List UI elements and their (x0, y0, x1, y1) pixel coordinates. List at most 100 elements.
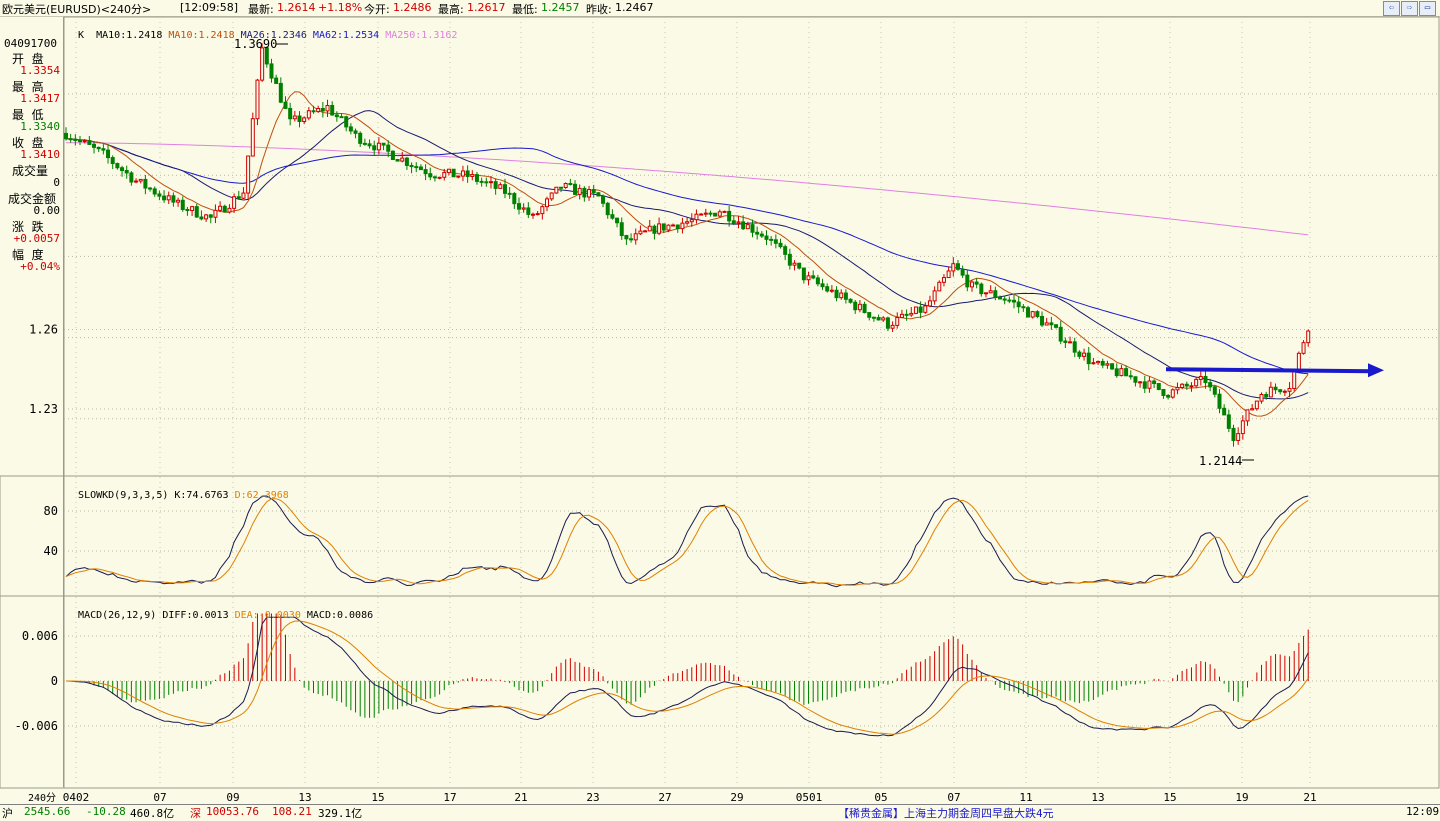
candle-body (825, 286, 830, 292)
candle-body (820, 283, 825, 288)
candle-body (157, 193, 162, 197)
candle-body (297, 115, 302, 122)
candle-body (638, 230, 643, 235)
candle-body (381, 142, 386, 146)
kd-tick-label: 80 (44, 504, 58, 518)
x-tick-label: 29 (730, 791, 743, 804)
candle-body (895, 317, 900, 326)
candle-body (325, 104, 330, 112)
candle-body (1086, 352, 1091, 365)
close-label: 收 盘 (12, 136, 44, 150)
candle-body (680, 222, 685, 230)
candle-body (358, 132, 363, 144)
candle-body (1082, 352, 1087, 357)
arrow-right-icon[interactable]: ⇨ (1401, 1, 1418, 16)
candle-body (260, 47, 265, 81)
restore-window-icon[interactable]: ▭ (1419, 1, 1436, 16)
candle-body (881, 317, 886, 321)
candle-body (1077, 351, 1082, 357)
x-tick-label: 21 (1303, 791, 1316, 804)
macd-name: MACD(26,12,9) (78, 610, 157, 621)
candle-body (1026, 307, 1031, 318)
candle-body (573, 183, 578, 195)
candle-body (1142, 381, 1147, 389)
candle-body (386, 144, 391, 152)
candle-body (162, 195, 167, 201)
candle-body (545, 198, 550, 208)
candle-body (969, 281, 974, 288)
candle-body (1208, 382, 1213, 388)
candle-body (488, 181, 493, 184)
x-tick-label: 27 (658, 791, 671, 804)
candle-body (92, 143, 97, 148)
candle-body (1189, 385, 1194, 388)
legend-ma26: MA26:1.2346 (240, 30, 307, 41)
change-value: +0.0057 (13, 232, 60, 245)
candle-body (176, 199, 181, 203)
candle-body (591, 189, 596, 194)
candle-body (685, 221, 690, 224)
candle-body (432, 176, 437, 179)
candle-body (78, 140, 83, 143)
x-tick-label: 07 (947, 791, 960, 804)
candle-body (643, 230, 648, 233)
candle-body (773, 239, 778, 244)
sh-label: 沪 (2, 807, 13, 820)
candle-body (755, 231, 760, 235)
candle-body (605, 202, 610, 216)
candle-body (1250, 408, 1255, 411)
candle-body (1110, 363, 1115, 370)
candle-body (82, 140, 87, 143)
candle-body (815, 277, 820, 285)
candle-body (629, 238, 634, 241)
candle-body (264, 47, 269, 65)
candle-body (675, 224, 680, 230)
candle-body (960, 268, 965, 276)
x-tick-label: 15 (371, 791, 384, 804)
candle-body (666, 224, 671, 231)
candle-body (862, 303, 867, 314)
candle-body (138, 178, 143, 182)
candle-body (923, 305, 928, 313)
candle-body (722, 210, 727, 213)
candle-body (652, 225, 657, 234)
news-ticker[interactable]: 【稀贵金属】上海主力期金周四早盘大跌4元 (838, 807, 1054, 820)
candle-body (493, 181, 498, 189)
low-label: 最低: (512, 3, 538, 16)
arrow-left-icon[interactable]: ⇦ (1383, 1, 1400, 16)
candle-body (1301, 342, 1306, 354)
ma10-line (65, 91, 1309, 417)
candle-body (376, 142, 381, 151)
quote-time: [12:09:58] (180, 1, 238, 14)
candle-body (671, 224, 676, 227)
candle-body (563, 183, 568, 188)
candle-body (484, 181, 489, 184)
candle-body (713, 212, 718, 217)
candle-body (750, 224, 755, 233)
chart-canvas[interactable]: 1.26 1.23 80 40 0.006 0 -0.006 0402 07 09 13 15 17 21… (0, 0, 1440, 804)
candle-body (899, 313, 904, 319)
candle-body (199, 216, 204, 220)
legend-ma250: MA250:1.3162 (385, 30, 458, 41)
candle-body (190, 206, 195, 212)
candle-body (717, 211, 722, 217)
candle-body (1040, 315, 1045, 326)
candle-body (801, 267, 806, 281)
x-tick-label: 0501 (796, 791, 823, 804)
candle-body (1100, 360, 1105, 366)
candle-body (797, 262, 802, 269)
candle-body (885, 317, 890, 329)
candle-body (843, 292, 848, 300)
candle-body (68, 138, 73, 141)
macd-diff-value: DIFF:0.0013 (162, 610, 229, 621)
candle-body (390, 150, 395, 161)
candle-body (1012, 299, 1017, 303)
candle-body (460, 170, 465, 177)
candle-body (871, 316, 876, 319)
support-arrow-line (1165, 367, 1373, 374)
candle-body (1231, 427, 1236, 441)
candle-body (1180, 383, 1185, 388)
candle-body (516, 203, 521, 210)
sz-label: 深 (190, 807, 201, 820)
candle-body (330, 104, 335, 116)
